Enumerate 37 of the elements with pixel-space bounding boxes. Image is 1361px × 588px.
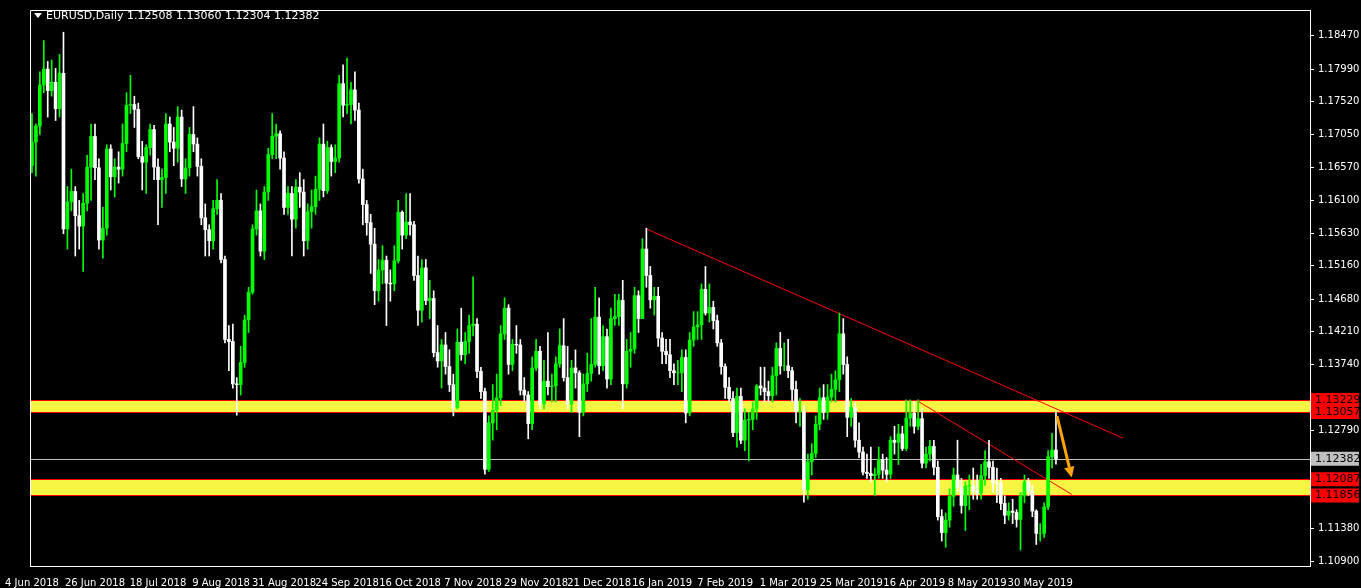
y-tick-label: 1.18470 [1318,29,1360,41]
x-tick-label: 9 Aug 2018 [192,576,250,588]
y-tick-label: 1.14210 [1318,325,1360,337]
x-tick-label: 25 Mar 2019 [819,576,883,588]
x-tick-label: 21 Dec 2018 [567,576,632,588]
x-tick-label: 16 Jan 2019 [632,576,693,588]
y-tick-label: 1.17990 [1318,62,1360,74]
y-tick-label: 1.17050 [1318,128,1360,139]
x-tick-label: 16 Oct 2018 [379,576,441,588]
ref-line-label: 1.12382 [1315,451,1361,465]
y-tick-label: 1.13740 [1318,358,1360,370]
x-tick-label: 4 Jun 2018 [5,576,59,588]
ref-line-label: 1.13057 [1315,404,1361,418]
x-tick-label: 7 Nov 2018 [444,576,502,588]
chart-title: EURUSD,Daily 1.12508 1.13060 1.12304 1.12382 [46,9,320,22]
ref-line-label: 1.11856 [1315,488,1361,502]
x-tick-label: 7 Feb 2019 [697,576,754,588]
x-tick-label: 18 Jul 2018 [129,576,187,588]
x-tick-label: 26 Jun 2018 [64,576,126,588]
x-tick-label: 16 Apr 2019 [883,576,946,588]
x-tick-label: 31 Aug 2018 [252,576,317,588]
y-tick-label: 1.12790 [1318,424,1360,436]
x-tick-label: 24 Sep 2018 [315,576,379,588]
y-tick-label: 1.17520 [1318,95,1360,107]
ref-line-label: 1.12087 [1315,472,1361,486]
y-tick-label: 1.16100 [1318,194,1360,206]
y-tick-label: 1.10900 [1318,555,1360,567]
y-tick-label: 1.16570 [1318,161,1360,173]
ref-line-label: 1.13229 [1315,392,1361,406]
y-tick-label: 1.11380 [1318,522,1360,534]
x-tick-label: 1 Mar 2019 [759,576,817,588]
x-tick-label: 29 Nov 2018 [504,576,569,588]
x-tick-label: 8 May 2019 [947,576,1007,588]
y-tick-label: 1.14680 [1318,292,1360,304]
x-tick-label: 30 May 2019 [1007,576,1073,588]
y-tick-label: 1.15160 [1318,259,1360,271]
y-tick-label: 1.15630 [1318,226,1360,238]
